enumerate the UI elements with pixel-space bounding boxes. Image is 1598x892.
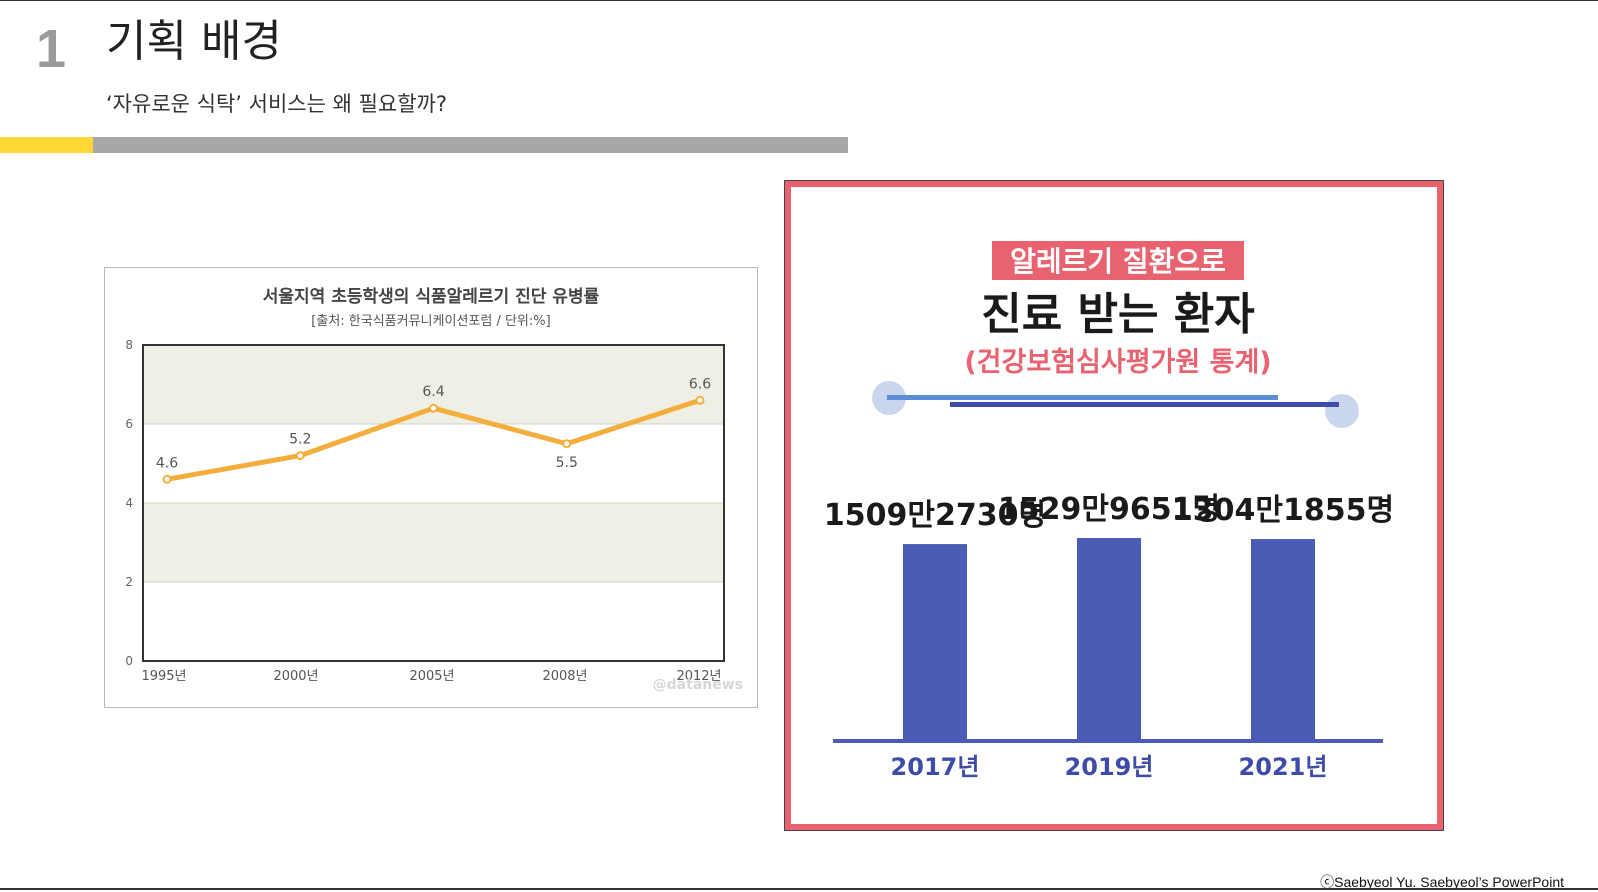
page-subtitle: ‘자유로운 식탁’ 서비스는 왜 필요할까?	[106, 92, 447, 116]
bottom-rule	[0, 888, 1598, 890]
data-label: 6.4	[422, 384, 444, 400]
bar-value-label: 1509만2730명	[824, 498, 1046, 533]
infographic-subtitle: (건강보험심사평가원 통계)	[964, 347, 1271, 378]
patients-infographic: 알레르기 질환으로 진료 받는 환자 (건강보험심사평가원 통계) 1509만2…	[785, 181, 1443, 830]
chart-title: 서울지역 초등학생의 식품알레르기 진단 유병률	[263, 287, 600, 307]
data-point	[429, 403, 438, 413]
plot-area: 0 2 4 6 8 1995년 2000년 2005년 2008년 2012년 4.6 5.2 6.4 5…	[125, 338, 725, 684]
bar-plot-area: 1509만2730명 2017년 1529만9651명 2019년 1304만1855명…	[824, 492, 1394, 781]
grid-band	[143, 503, 724, 582]
plot-frame	[142, 344, 725, 662]
deco-dot-right	[1325, 394, 1359, 428]
x-tick-label: 2008년	[542, 669, 587, 684]
bar	[1077, 538, 1141, 739]
x-tick-label: 1995년	[141, 669, 186, 684]
data-point	[695, 395, 705, 405]
page-title: 기획 배경	[106, 16, 282, 67]
deco-line-light	[887, 395, 1278, 400]
y-tick-label: 8	[125, 338, 133, 352]
watermark: @datanews	[653, 677, 743, 693]
deco-line-dark	[950, 402, 1339, 407]
bar-category-label: 2021년	[1239, 753, 1328, 781]
data-label: 6.6	[689, 376, 711, 392]
data-point	[562, 439, 572, 449]
bar	[1251, 539, 1315, 739]
bar-category-label: 2019년	[1065, 753, 1154, 781]
x-tick-label: 2005년	[409, 669, 454, 684]
data-label: 4.6	[156, 455, 178, 471]
accent-bar-yellow	[0, 137, 93, 153]
bar-value-label: 1304만1855명	[1172, 493, 1394, 528]
x-tick-label: 2012년	[676, 669, 721, 684]
data-label: 5.2	[289, 432, 311, 448]
infographic-title: 진료 받는 환자	[981, 289, 1255, 340]
top-rule	[0, 0, 1598, 1]
chart-source: [출처: 한국식품커뮤니케이션포럼 / 단위:%]	[311, 314, 550, 329]
y-tick-label: 4	[125, 496, 133, 510]
section-number: 1	[36, 19, 67, 79]
copyright: ⓒSaebyeol Yu. Saebyeol’s PowerPoint	[1320, 874, 1564, 890]
y-tick-label: 2	[125, 575, 133, 589]
data-point	[295, 451, 305, 461]
line-chart-svg: 서울지역 초등학생의 식품알레르기 진단 유병률 [출처: 한국식품커뮤니케이션…	[125, 287, 743, 693]
banner-text: 알레르기 질환으로	[1010, 245, 1226, 278]
allergy-prevalence-chart: 서울지역 초등학생의 식품알레르기 진단 유병률 [출처: 한국식품커뮤니케이션…	[104, 267, 758, 708]
data-point	[162, 474, 172, 484]
accent-bar-gray	[93, 137, 848, 153]
banner-background	[992, 241, 1244, 280]
bar-baseline	[833, 739, 1383, 743]
data-label: 5.5	[556, 455, 578, 471]
x-tick-label: 2000년	[273, 669, 318, 684]
bar-chart-svg: 알레르기 질환으로 진료 받는 환자 (건강보험심사평가원 통계) 1509만2…	[824, 241, 1394, 781]
bar	[903, 544, 967, 739]
bar-value-label: 1529만9651명	[998, 492, 1220, 527]
y-tick-label: 0	[125, 654, 133, 668]
bar-category-label: 2017년	[891, 753, 980, 781]
y-tick-label: 6	[125, 417, 133, 431]
